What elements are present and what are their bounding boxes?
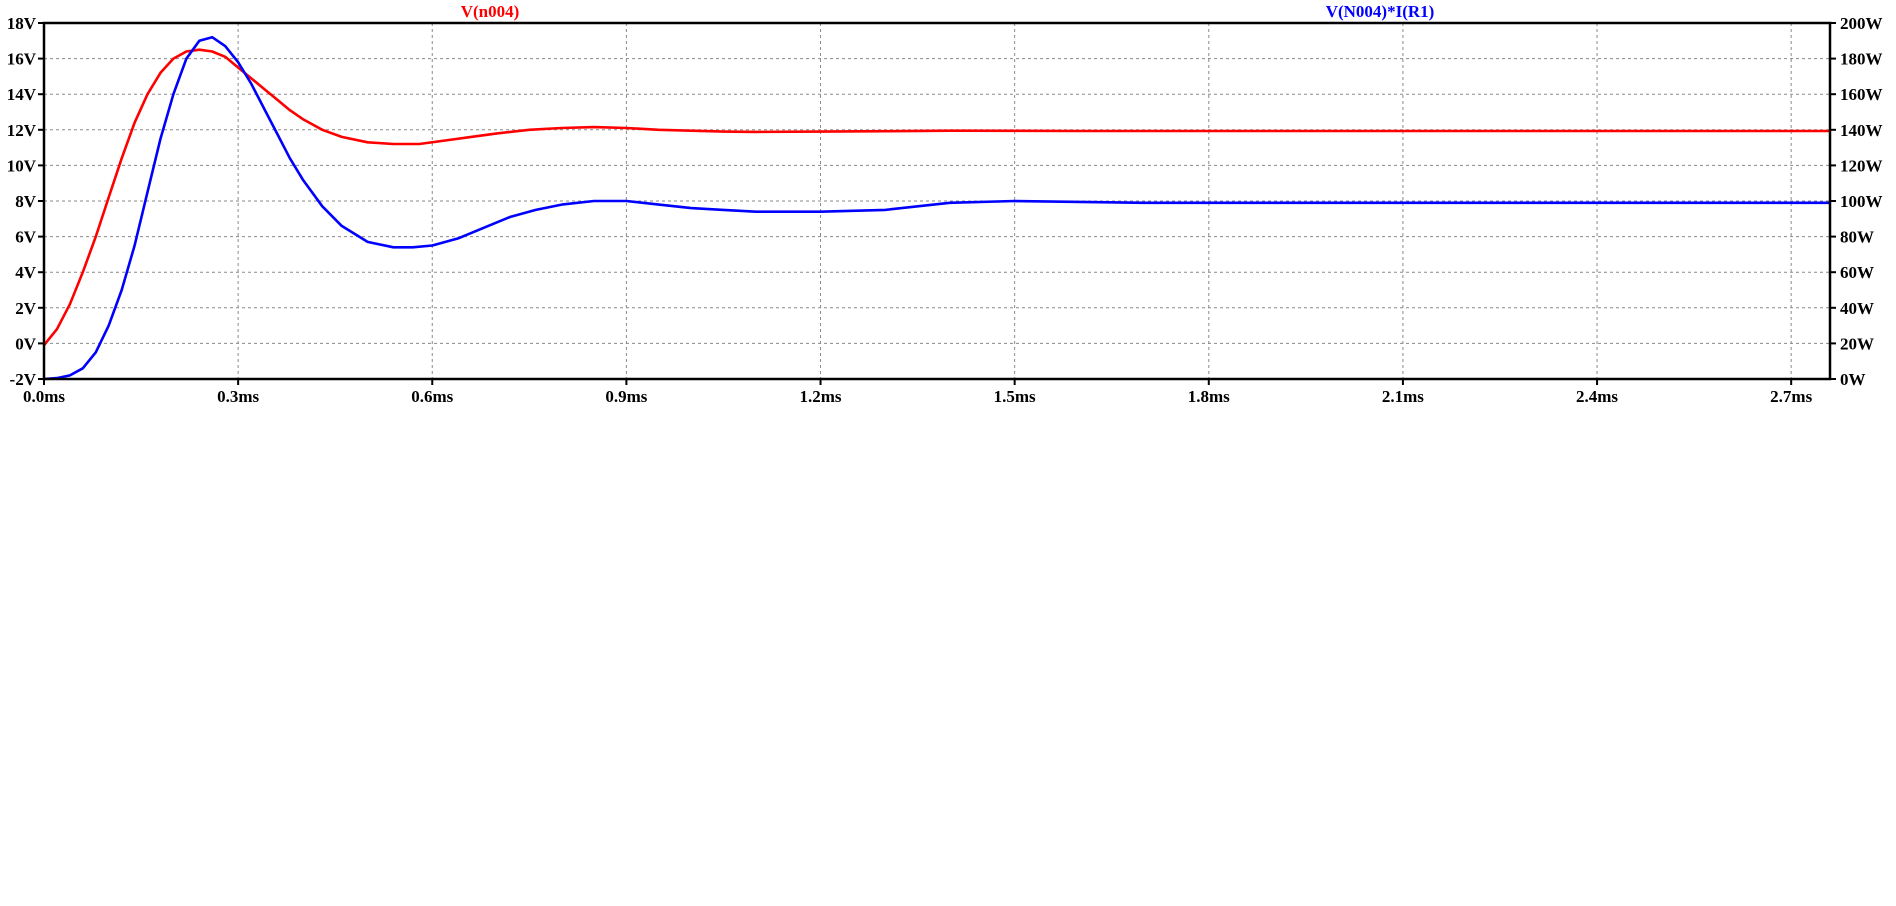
x-tick-label: 2.4ms <box>1576 387 1618 406</box>
x-tick-label: 1.2ms <box>800 387 842 406</box>
x-tick-label: 2.1ms <box>1382 387 1424 406</box>
y-right-tick-label: 60W <box>1840 263 1874 282</box>
tick-marks <box>38 22 1836 385</box>
y-right-tick-label: 80W <box>1840 228 1874 247</box>
y-right-tick-label: 160W <box>1840 85 1883 104</box>
x-tick-label: 0.0ms <box>23 387 65 406</box>
trace-title: V(N004)*I(R1) <box>1326 2 1435 21</box>
y-right-tick-label: 120W <box>1840 156 1883 175</box>
x-tick-label: 0.3ms <box>217 387 259 406</box>
y-right-tick-label: 40W <box>1840 299 1874 318</box>
y-left-tick-label: 14V <box>7 85 37 104</box>
y-left-tick-label: 4V <box>15 263 37 282</box>
trace-titles: V(n004) V(N004)*I(R1) <box>461 2 1435 21</box>
y-left-tick-label: 2V <box>15 299 37 318</box>
traces <box>42 35 1830 381</box>
y-left-tick-label: 18V <box>7 14 37 33</box>
trace-voltage <box>42 48 1830 347</box>
y-left-tick-label: 0V <box>15 334 37 353</box>
x-tick-label: 0.9ms <box>605 387 647 406</box>
trace-title: V(n004) <box>461 2 520 21</box>
x-tick-label: 1.5ms <box>994 387 1036 406</box>
x-tick-label: 2.7ms <box>1770 387 1812 406</box>
y-left-tick-label: 10V <box>7 156 37 175</box>
y-left-tick-label: -2V <box>10 370 37 389</box>
y-right-tick-label: 140W <box>1840 121 1883 140</box>
axis-labels: 0.0ms 0.3ms 0.6ms 0.9ms 1.2ms 1.5ms 1.8ms 2.1ms… <box>7 14 1883 406</box>
grid-lines <box>44 23 1830 379</box>
y-right-tick-label: 200W <box>1840 14 1883 33</box>
y-right-tick-label: 0W <box>1840 370 1866 389</box>
x-tick-label: 0.6ms <box>411 387 453 406</box>
y-right-tick-label: 180W <box>1840 50 1883 69</box>
y-left-tick-label: 8V <box>15 192 37 211</box>
x-tick-label: 1.8ms <box>1188 387 1230 406</box>
trace-power <box>43 35 1830 381</box>
y-left-tick-label: 16V <box>7 50 37 69</box>
y-right-tick-label: 20W <box>1840 334 1874 353</box>
y-left-tick-label: 6V <box>15 228 37 247</box>
y-left-tick-label: 12V <box>7 121 37 140</box>
y-right-tick-label: 100W <box>1840 192 1883 211</box>
